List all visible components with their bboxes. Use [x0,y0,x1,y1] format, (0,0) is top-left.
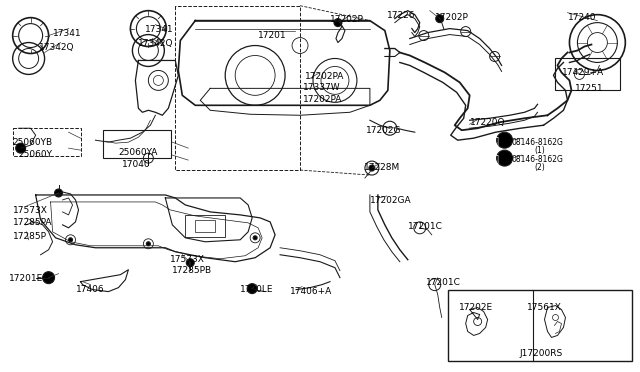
Bar [186,215,225,237]
Text: 17285PA: 17285PA [13,218,52,227]
Circle shape [186,259,195,267]
Bar [104,130,172,158]
Circle shape [147,242,150,246]
Circle shape [43,272,54,283]
Text: 17251: 17251 [575,84,604,93]
Text: 17226: 17226 [387,11,415,20]
Text: 17240: 17240 [568,13,596,22]
Text: Ⓑ: Ⓑ [493,135,499,145]
Text: 1720LE: 1720LE [240,285,274,294]
Bar [448,290,632,361]
Text: 17201C: 17201C [426,278,461,287]
Text: 25060YB: 25060YB [13,138,52,147]
Circle shape [334,19,342,26]
Text: 17201: 17201 [258,31,287,39]
Text: 17202PA: 17202PA [305,73,344,81]
Text: 17220Q: 17220Q [470,118,505,127]
Text: 17406+A: 17406+A [290,286,332,296]
Text: 17429+A: 17429+A [561,68,604,77]
Circle shape [369,165,375,171]
Text: 17228M: 17228M [364,163,400,172]
Circle shape [436,15,444,23]
Text: 17202P: 17202P [435,13,468,22]
Bar [195,220,215,232]
Text: 17202PA: 17202PA [303,95,342,104]
Text: 17285PB: 17285PB [172,266,212,275]
Text: (2): (2) [534,163,545,172]
Text: 25060Y: 25060Y [19,150,52,159]
Text: 17285P: 17285P [13,232,47,241]
Circle shape [15,143,26,153]
Text: 25060YA: 25060YA [118,148,158,157]
Text: (1): (1) [534,146,545,155]
Circle shape [497,132,513,148]
Circle shape [54,189,63,197]
Text: 17406: 17406 [76,285,104,294]
Text: 17341: 17341 [52,29,81,38]
Text: 17561X: 17561X [527,302,561,312]
Text: Ⓑ: Ⓑ [493,153,499,163]
Circle shape [497,150,513,166]
Text: 17342Q: 17342Q [138,39,174,48]
Text: 17202GA: 17202GA [370,196,412,205]
Circle shape [68,238,72,242]
Text: 17202G: 17202G [366,126,401,135]
Bar [13,128,81,156]
Circle shape [253,236,257,240]
Text: 08146-8162G: 08146-8162G [511,138,563,147]
Text: 17342Q: 17342Q [38,42,74,52]
Text: J17200RS: J17200RS [520,349,563,358]
Text: 17202P: 17202P [330,15,364,24]
Text: 17337W: 17337W [303,83,340,92]
Text: 17201C: 17201C [408,222,443,231]
Text: 17202E: 17202E [459,302,493,312]
Text: 08146-8162G: 08146-8162G [511,155,563,164]
Text: 17341: 17341 [145,25,174,33]
Text: 17573X: 17573X [13,206,47,215]
Text: 17573X: 17573X [170,255,205,264]
Circle shape [247,283,257,294]
Text: 17040: 17040 [122,160,151,169]
Text: 17201E: 17201E [9,274,43,283]
Bar [556,58,620,90]
